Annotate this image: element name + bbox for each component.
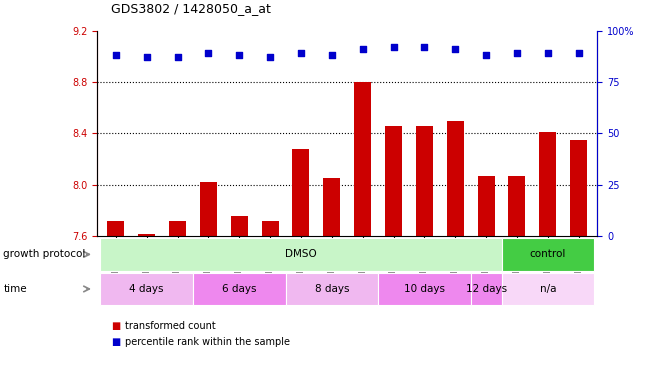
Bar <box>354 82 371 236</box>
Point <box>573 50 584 56</box>
Text: 6 days: 6 days <box>222 284 256 294</box>
Point <box>296 50 307 56</box>
Point <box>542 50 553 56</box>
Bar <box>447 121 464 236</box>
Point <box>203 50 214 56</box>
Text: control: control <box>529 249 566 260</box>
Text: 4 days: 4 days <box>130 284 164 294</box>
Bar <box>107 221 124 236</box>
Text: transformed count: transformed count <box>125 321 216 331</box>
Point <box>357 46 368 52</box>
Bar <box>385 126 402 236</box>
Bar <box>570 140 587 236</box>
Point <box>142 55 152 61</box>
Bar <box>509 176 525 236</box>
Text: time: time <box>3 284 27 294</box>
Point <box>450 46 460 52</box>
Bar <box>200 182 217 236</box>
Bar <box>231 215 248 236</box>
Point <box>480 52 491 58</box>
Text: 12 days: 12 days <box>466 284 507 294</box>
Bar <box>262 221 278 236</box>
Bar <box>416 126 433 236</box>
Text: percentile rank within the sample: percentile rank within the sample <box>125 337 291 347</box>
Text: 8 days: 8 days <box>315 284 349 294</box>
Point <box>419 44 429 50</box>
Point <box>511 50 522 56</box>
Text: n/a: n/a <box>539 284 556 294</box>
Text: DMSO: DMSO <box>285 249 317 260</box>
Point <box>172 55 183 61</box>
Point <box>265 55 276 61</box>
Text: 10 days: 10 days <box>404 284 445 294</box>
Text: ■: ■ <box>111 337 120 347</box>
Point <box>388 44 399 50</box>
Bar <box>478 176 495 236</box>
Text: ■: ■ <box>111 321 120 331</box>
Bar <box>293 149 309 236</box>
Point <box>111 52 121 58</box>
Bar <box>169 221 186 236</box>
Bar <box>539 132 556 236</box>
Text: GDS3802 / 1428050_a_at: GDS3802 / 1428050_a_at <box>111 2 270 15</box>
Point <box>234 52 245 58</box>
Text: growth protocol: growth protocol <box>3 249 86 260</box>
Bar <box>138 233 155 236</box>
Point <box>327 52 338 58</box>
Bar <box>323 179 340 236</box>
